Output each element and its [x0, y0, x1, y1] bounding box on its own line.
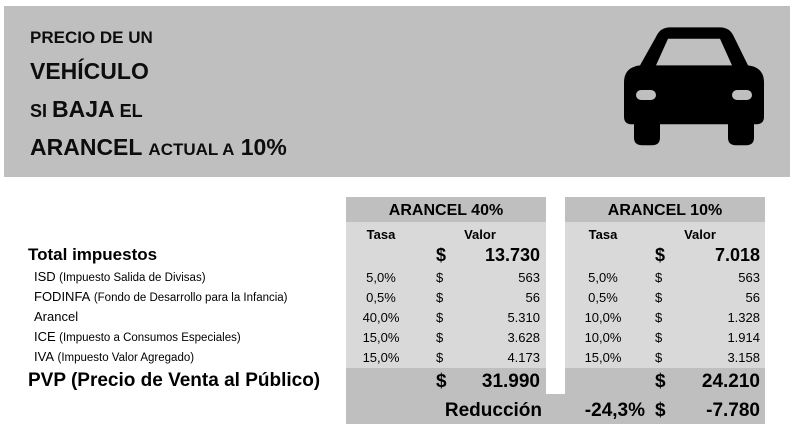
value-cell: 3.628	[507, 330, 540, 345]
value-cell: 563	[518, 270, 540, 285]
currency-symbol: $	[655, 330, 663, 345]
currency-symbol: $	[436, 290, 444, 305]
column-arancel-40: ARANCEL 40%	[346, 197, 546, 368]
title-el: EL	[119, 101, 143, 121]
title-line-3: SI BAJA EL	[30, 96, 143, 123]
rate-cell: 40,0%	[362, 310, 400, 325]
column-arancel-10: ARANCEL 10%	[565, 197, 765, 368]
rate-cell: 5,0%	[588, 270, 618, 285]
title-baja: BAJA	[52, 96, 115, 122]
car-icon	[624, 27, 764, 146]
rate-cell: 15,0%	[584, 350, 622, 365]
pvp-label: PVP (Precio de Venta al Público)	[28, 370, 321, 391]
currency-symbol: $	[436, 330, 444, 345]
value-cell: 563	[738, 270, 760, 285]
row-label-ice: ICE (Impuesto a Consumos Especiales)	[34, 329, 241, 344]
column-gap	[546, 197, 565, 394]
total-taxes-label: Total impuestos	[28, 245, 158, 264]
tasa-header: Tasa	[366, 227, 396, 242]
row-label-isd: ISD (Impuesto Salida de Divisas)	[34, 269, 206, 284]
title-percent: 10%	[240, 134, 287, 160]
currency-symbol: $	[655, 245, 666, 265]
value-cell: 56	[745, 290, 760, 305]
column-title: ARANCEL 10%	[565, 197, 765, 222]
row-label-arancel: Arancel	[34, 309, 79, 324]
rate-cell: 0,5%	[588, 290, 618, 305]
currency-symbol: $	[655, 350, 663, 365]
total-value-40: 13.730	[484, 245, 540, 265]
rate-cell: 0,5%	[366, 290, 396, 305]
value-cell: 4.173	[507, 350, 540, 365]
title-line-4: ARANCEL ACTUAL A 10%	[30, 134, 287, 161]
value-cell: 1.914	[727, 330, 760, 345]
pvp-value-40: 31.990	[481, 371, 540, 392]
value-cell: 56	[525, 290, 540, 305]
title-line-1: PRECIO DE UN	[30, 28, 153, 47]
column-title: ARANCEL 40%	[346, 197, 546, 222]
tasa-header: Tasa	[588, 227, 618, 242]
reduction-label: Reducción	[444, 400, 542, 421]
rate-cell: 10,0%	[584, 310, 622, 325]
title-arancel: ARANCEL	[30, 134, 143, 160]
currency-symbol: $	[655, 371, 666, 392]
currency-symbol: $	[436, 350, 444, 365]
row-label-iva: IVA (Impuesto Valor Agregado)	[34, 349, 195, 364]
title-line-2: VEHÍCULO	[30, 58, 149, 84]
rate-cell: 15,0%	[362, 350, 400, 365]
currency-symbol: $	[655, 310, 663, 325]
title-banner: PRECIO DE UN VEHÍCULO SI BAJA EL ARANCEL…	[4, 6, 790, 177]
title-actual: ACTUAL A	[148, 140, 235, 159]
currency-symbol: $	[436, 310, 444, 325]
rate-cell: 15,0%	[362, 330, 400, 345]
valor-header: Valor	[684, 227, 716, 242]
currency-symbol: $	[655, 290, 663, 305]
valor-header: Valor	[464, 227, 496, 242]
row-label-fodinfa: FODINFA (Fondo de Desarrollo para la Inf…	[34, 289, 288, 304]
rate-cell: 10,0%	[584, 330, 622, 345]
value-cell: 5.310	[507, 310, 540, 325]
currency-symbol: $	[436, 371, 447, 392]
reduction-value: -7.780	[706, 400, 760, 421]
currency-symbol: $	[655, 400, 666, 421]
value-cell: 3.158	[727, 350, 760, 365]
rate-cell: 5,0%	[366, 270, 396, 285]
total-value-10: 7.018	[714, 245, 760, 265]
currency-symbol: $	[436, 270, 444, 285]
title-si: SI	[30, 101, 48, 121]
reduction-percent: -24,3%	[584, 400, 645, 421]
currency-symbol: $	[436, 245, 447, 265]
currency-symbol: $	[655, 270, 663, 285]
value-cell: 1.328	[727, 310, 760, 325]
pvp-value-10: 24.210	[701, 371, 760, 392]
